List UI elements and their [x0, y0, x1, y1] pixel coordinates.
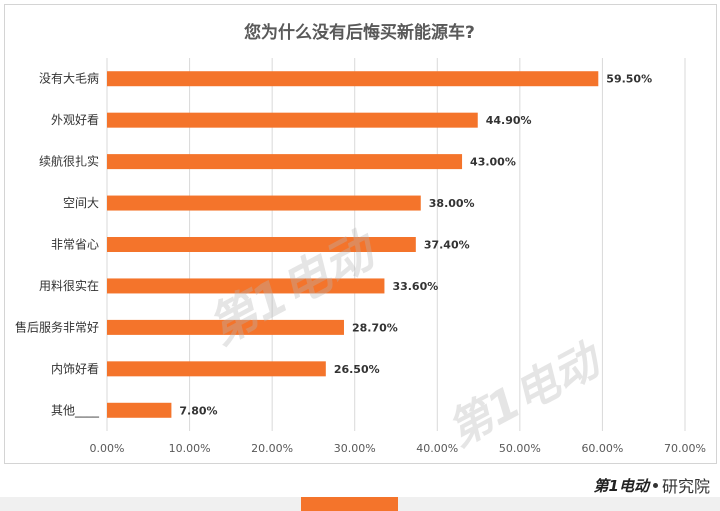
category-label: 用料很实在 — [39, 278, 99, 293]
page-indicator — [301, 497, 398, 511]
data-label: 59.50% — [606, 73, 652, 86]
data-label: 44.90% — [486, 114, 532, 127]
bar-chart: 0.00% 10.00% 20.00% 30.00% 40.00% 50.00% 60.00… — [15, 58, 706, 455]
bar — [107, 195, 421, 211]
category-label: 非常省心 — [51, 238, 99, 252]
x-tick-label: 30.00% — [334, 442, 376, 455]
x-tick-label: 10.00% — [169, 442, 211, 455]
category-label: 内饰好看 — [51, 362, 99, 376]
category-label: 空间大 — [63, 196, 99, 210]
x-tick-label: 50.00% — [499, 442, 541, 455]
data-label: 26.50% — [334, 363, 380, 376]
bar — [107, 278, 385, 294]
x-tick-label: 0.00% — [90, 442, 125, 455]
bar — [107, 112, 478, 128]
category-label: 续航很扎实 — [39, 154, 99, 169]
bar — [107, 361, 326, 377]
chart-title: 您为什么没有后悔买新能源车? — [244, 23, 475, 43]
data-label: 7.80% — [179, 404, 217, 417]
data-label: 28.70% — [352, 321, 398, 334]
category-label: 售后服务非常好 — [15, 319, 99, 334]
x-tick-label: 60.00% — [581, 442, 623, 455]
bar — [107, 71, 599, 87]
data-label: 38.00% — [429, 197, 475, 210]
bar — [107, 319, 344, 335]
brand-suffix: 研究院 — [661, 477, 710, 496]
category-label: 没有大毛病 — [39, 71, 99, 86]
category-label: 外观好看 — [51, 113, 99, 127]
bar — [107, 237, 416, 252]
x-tick-label: 20.00% — [251, 442, 293, 455]
brand-logo: 第1电动 — [593, 476, 649, 495]
x-tick-label: 40.00% — [416, 442, 458, 455]
bar — [107, 402, 172, 418]
x-tick-label: 70.00% — [664, 442, 706, 455]
brand-mark: 第1电动 研究院 — [594, 473, 710, 497]
separator-dot-icon — [652, 482, 658, 488]
data-label: 37.40% — [424, 239, 470, 252]
data-label: 33.60% — [392, 280, 438, 293]
bar — [107, 154, 463, 170]
data-label: 43.00% — [470, 156, 516, 169]
category-label: 其他____ — [51, 403, 100, 417]
